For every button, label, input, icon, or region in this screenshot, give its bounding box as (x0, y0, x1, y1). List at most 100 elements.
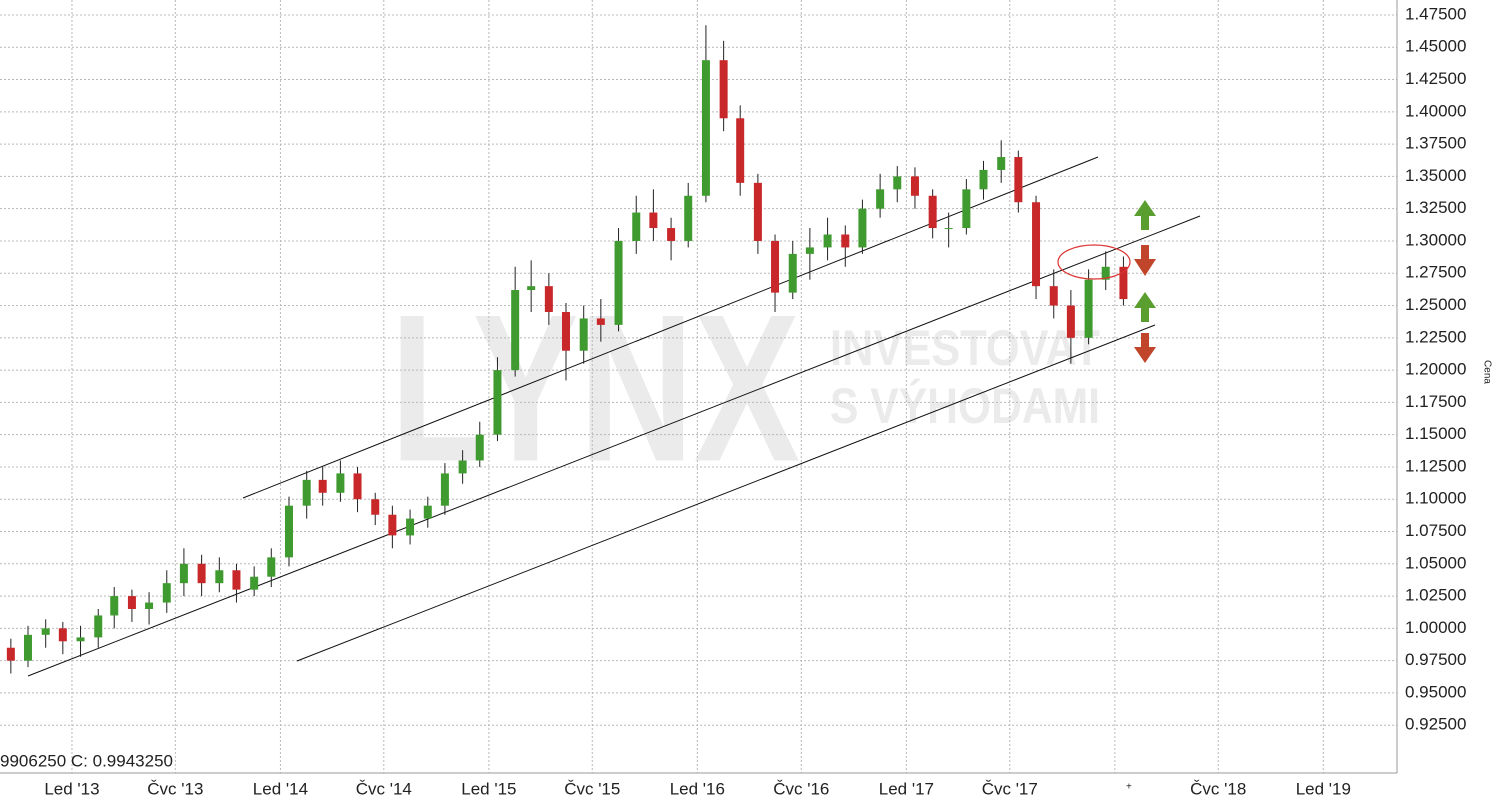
candle-body (544, 286, 553, 312)
candle-body (440, 473, 449, 506)
candle-body (1032, 202, 1041, 287)
y-tick-label: 1.45000 (1405, 37, 1466, 56)
y-tick-label: 1.40000 (1405, 101, 1466, 120)
trend-line (242, 156, 1099, 499)
x-tick-label: Led '15 (461, 779, 516, 798)
y-tick-label: 1.42500 (1405, 69, 1466, 88)
candle-body (1119, 266, 1128, 300)
candle-body (318, 479, 327, 493)
x-tick-label: Čvc '15 (564, 779, 620, 798)
candle-body (76, 637, 85, 642)
y-tick-label: 1.22500 (1405, 327, 1466, 346)
candle-body (596, 318, 605, 325)
status-text: 9906250 C: 0.9943250 (0, 751, 173, 770)
y-tick-label: 1.07500 (1405, 521, 1466, 540)
y-tick-label: 1.27500 (1405, 263, 1466, 282)
candle-body (511, 290, 520, 371)
y-tick-label: 1.30000 (1405, 230, 1466, 249)
y-tick-label: 1.02500 (1405, 586, 1466, 605)
candle-body (1101, 266, 1110, 280)
y-tick-label: 1.15000 (1405, 424, 1466, 443)
x-tick-label: Čvc '16 (773, 779, 829, 798)
y-tick-label: 1.35000 (1405, 166, 1466, 185)
candle-body (876, 189, 885, 209)
candle-body (232, 570, 241, 590)
trend-lines (27, 156, 1201, 677)
candle-body (944, 228, 953, 230)
candle-body (1014, 157, 1023, 203)
candle-body (110, 596, 119, 616)
x-tick-label: Čvc '18 (1190, 779, 1246, 798)
candle-body (250, 576, 259, 590)
candle-body (928, 195, 937, 229)
candle-body (962, 189, 971, 229)
y-tick-label: 0.95000 (1405, 682, 1466, 701)
y-tick-label: 1.05000 (1405, 553, 1466, 572)
x-tick-label: Čvc '13 (147, 779, 203, 798)
candle-body (997, 157, 1006, 170)
grid (0, 0, 1397, 773)
candle-body (684, 195, 693, 241)
candle-body (267, 557, 276, 577)
watermark: LYNX INVESTOVAT S VÝHODAMI (390, 270, 1100, 505)
candle-body (1066, 305, 1075, 338)
x-tick-label: Čvc '17 (982, 779, 1038, 798)
candle-body (302, 479, 311, 506)
candle-body (58, 628, 67, 642)
candle-body (527, 286, 536, 291)
y-tick-label: 1.17500 (1405, 392, 1466, 411)
y-tick-label: 1.37500 (1405, 134, 1466, 153)
candle-body (561, 311, 570, 351)
y-tick-label: 1.00000 (1405, 618, 1466, 637)
candle-body (127, 596, 136, 609)
candle-body (701, 60, 710, 196)
candle-body (788, 253, 797, 293)
y-tick-label: 1.32500 (1405, 198, 1466, 217)
y-tick-label: 0.92500 (1405, 715, 1466, 734)
candle-body (649, 212, 658, 229)
x-tick-label: Led '19 (1296, 779, 1351, 798)
x-tick-label: Led '13 (44, 779, 99, 798)
y-tick-label: 0.97500 (1405, 650, 1466, 669)
candle-body (736, 118, 745, 183)
candle-body (388, 514, 397, 536)
y-tick-label: 1.12500 (1405, 456, 1466, 475)
candle-body (719, 60, 728, 119)
x-tick-label: Led '17 (879, 779, 934, 798)
y-tick-label: 1.25000 (1405, 295, 1466, 314)
candle-body (667, 228, 676, 241)
candle-body (458, 460, 467, 474)
trend-line (27, 215, 1201, 677)
x-tick-label: Led '16 (670, 779, 725, 798)
candle-body (771, 240, 780, 293)
candle-body (614, 240, 623, 325)
watermark-line: S VÝHODAMI (830, 378, 1100, 434)
y-tick-label: 1.10000 (1405, 489, 1466, 508)
candle-body (910, 176, 919, 196)
candle-body (823, 234, 832, 248)
candle-body (162, 583, 171, 603)
watermark-logo: LYNX (390, 270, 800, 505)
candle-body (353, 473, 362, 500)
candle-body (979, 169, 988, 190)
marker: + (1126, 782, 1132, 793)
candle-body (841, 234, 850, 248)
candle-body (406, 518, 415, 536)
candle-body (893, 176, 902, 190)
x-tick-label: Čvc '14 (356, 779, 412, 798)
trend-line (296, 324, 1156, 662)
candle-body (858, 208, 867, 248)
candle-body (94, 615, 103, 638)
y-tick-label: 1.20000 (1405, 360, 1466, 379)
candle-body (145, 602, 154, 609)
y-axis-title: Cena (1481, 360, 1492, 384)
candle-body (493, 370, 502, 435)
candle-body (179, 563, 188, 584)
candle-body (805, 247, 814, 254)
arrow-up (1134, 292, 1156, 322)
candle-body (371, 499, 380, 515)
candle-body (197, 563, 206, 584)
candle-body (632, 212, 641, 241)
candle-body (475, 434, 484, 461)
candles (6, 25, 1128, 674)
